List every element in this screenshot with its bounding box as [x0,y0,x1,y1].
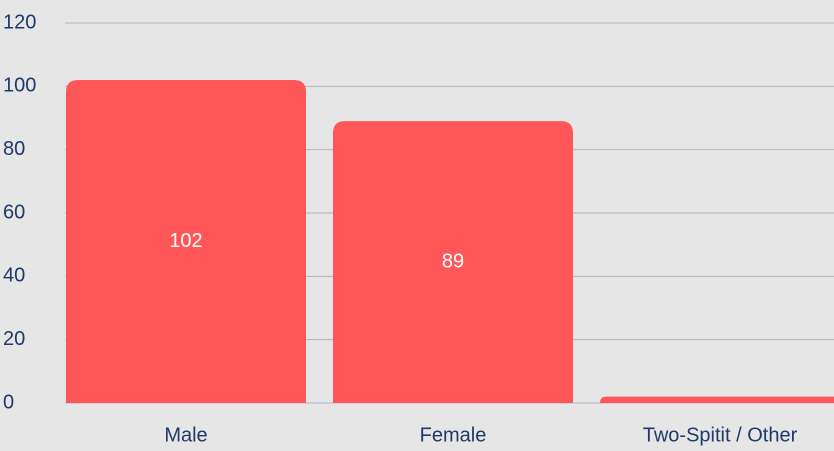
x-tick-label: Female [420,424,487,446]
y-tick-label: 120 [3,11,36,33]
bar [66,80,306,403]
bar [333,121,573,404]
y-tick-label: 40 [3,265,25,287]
y-tick-label: 60 [3,201,25,223]
bar [600,396,834,403]
y-tick-label: 20 [3,328,25,350]
y-tick-label: 80 [3,138,25,160]
x-tick-label: Two-Spitit / Other [643,424,798,446]
y-tick-label: 0 [3,391,14,413]
value-label: 89 [442,250,464,272]
x-tick-label: Male [164,424,207,446]
y-tick-label: 100 [3,75,36,97]
value-label: 102 [169,230,202,252]
